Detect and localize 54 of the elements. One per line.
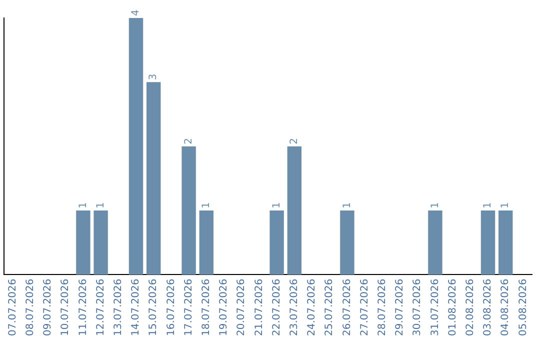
x-tick-label: 05.08.2026 xyxy=(518,278,529,336)
x-tick-label: 31.07.2026 xyxy=(430,278,441,336)
data-label: 4 xyxy=(130,10,142,16)
data-label: 1 xyxy=(342,202,353,209)
x-tick-label: 07.07.2026 xyxy=(7,278,18,336)
x-tick-label: 01.08.2026 xyxy=(447,278,458,336)
x-tick-label: 12.07.2026 xyxy=(95,278,106,336)
x-tick-label: 08.07.2026 xyxy=(24,278,36,336)
data-label: 1 xyxy=(200,202,212,209)
x-tick-label: 27.07.2026 xyxy=(359,278,370,336)
bar xyxy=(287,146,302,275)
bar xyxy=(428,210,442,275)
data-label: 3 xyxy=(148,74,160,80)
x-tick-label: 11.07.2026 xyxy=(78,278,89,336)
data-label: 1 xyxy=(430,202,441,209)
x-tick-label: 15.07.2026 xyxy=(148,278,160,336)
x-tick-label: 18.07.2026 xyxy=(200,278,212,336)
x-tick-label: 20.07.2026 xyxy=(236,278,248,336)
bar xyxy=(76,210,90,275)
x-tick-label: 24.07.2026 xyxy=(306,278,318,336)
x-tick-label: 25.07.2026 xyxy=(324,278,336,336)
bar xyxy=(270,210,284,275)
bar xyxy=(94,210,108,275)
x-tick-label: 16.07.2026 xyxy=(166,278,177,336)
data-label: 1 xyxy=(95,202,106,209)
data-label: 2 xyxy=(183,138,194,144)
x-tick-label: 22.07.2026 xyxy=(271,278,282,336)
bar xyxy=(498,210,513,275)
bar xyxy=(128,18,144,275)
x-tick-label: 02.08.2026 xyxy=(464,278,476,336)
x-tick-label: 03.08.2026 xyxy=(482,278,494,336)
x-tick-label: 09.07.2026 xyxy=(42,278,54,336)
x-tick-label: 30.07.2026 xyxy=(412,278,424,336)
bar xyxy=(146,82,161,275)
x-tick-label: 17.07.2026 xyxy=(183,278,194,336)
x-tick-label: 28.07.2026 xyxy=(376,278,388,336)
x-tick-label: 04.08.2026 xyxy=(500,278,512,336)
x-tick-label: 14.07.2026 xyxy=(130,278,142,336)
x-tick-label: 29.07.2026 xyxy=(394,278,406,336)
bar xyxy=(199,210,214,275)
x-tick-label: 23.07.2026 xyxy=(288,278,300,336)
data-label: 1 xyxy=(271,202,282,209)
x-tick-label: 19.07.2026 xyxy=(218,278,230,336)
bar xyxy=(480,210,496,275)
data-label: 2 xyxy=(288,138,300,144)
x-tick-label: 26.07.2026 xyxy=(342,278,353,336)
x-tick-label: 10.07.2026 xyxy=(60,278,72,336)
data-label: 1 xyxy=(500,202,512,209)
data-label: 1 xyxy=(78,202,89,209)
x-tick-label: 21.07.2026 xyxy=(254,278,265,336)
data-label: 1 xyxy=(482,202,494,209)
x-tick-label: 13.07.2026 xyxy=(112,278,124,336)
bar xyxy=(340,210,354,275)
bar xyxy=(182,146,196,275)
